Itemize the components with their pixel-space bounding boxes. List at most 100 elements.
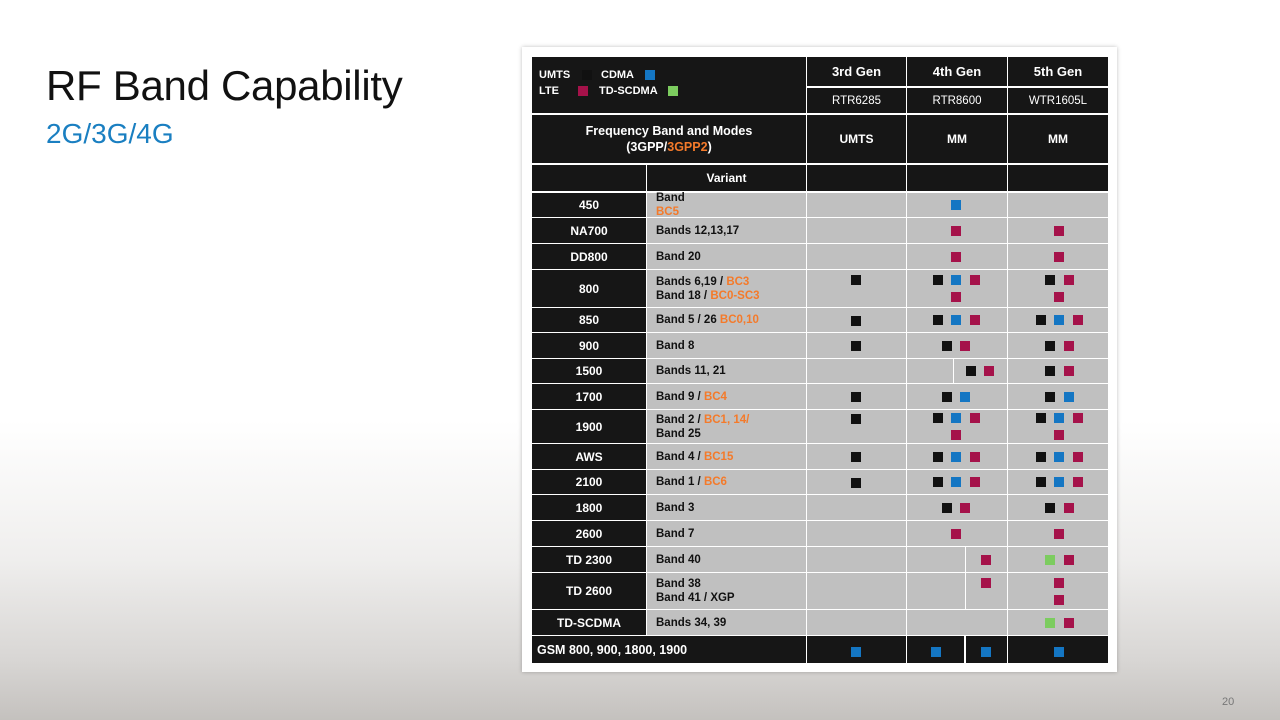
slide-title: RF Band Capability [46, 62, 403, 109]
variant-cell: Band 1 / BC6 [647, 470, 806, 494]
variant-cell: Band 2 / BC1, 14/Band 25 [647, 410, 806, 443]
frequency-band-header: Frequency Band and Modes (3GPP/3GPP2) [532, 115, 806, 163]
variant-text: Band 9 / [656, 390, 704, 403]
variant-3gpp2-band: BC6 [703, 476, 727, 488]
band-label: 900 [532, 333, 646, 358]
frequency-band-standards: (3GPP/3GPP2) [626, 139, 711, 155]
standard-3gpp2: 3GPP2 [667, 140, 708, 154]
capability-cell-4gen [907, 573, 1007, 609]
umts-marker [1036, 315, 1046, 325]
variant-column-header: Variant [647, 165, 806, 191]
band-label: 2100 [532, 470, 646, 494]
variant-text: Band 38 [656, 578, 701, 590]
band-label: AWS [532, 444, 646, 469]
capability-cell-5gen [1008, 193, 1108, 217]
band-label: 1500 [532, 359, 646, 383]
variant-cell: Band BC5 [647, 192, 806, 219]
variant-text: Band 40 [656, 553, 701, 566]
umts-marker [851, 316, 861, 326]
cdma-marker [851, 647, 861, 657]
part-number-3: WTR1605L [1008, 88, 1108, 113]
variant-text: Band 2 / [656, 413, 704, 426]
lte-marker [970, 477, 980, 487]
cdma-marker [1054, 477, 1064, 487]
generation-header-4: 4th Gen [907, 57, 1007, 86]
part-number-2: RTR8600 [907, 88, 1007, 113]
legend-label-umts: UMTS [539, 69, 571, 81]
variant-cell: Band 7 [647, 521, 806, 546]
legend-swatch-umts [582, 70, 592, 80]
variant-3gpp2-band: BC0,10 [719, 314, 759, 326]
cdma-marker [1054, 315, 1064, 325]
capability-cell-4gen [907, 333, 1007, 358]
variant-text: Band 25 [656, 427, 701, 440]
slide-subtitle: 2G/3G/4G [46, 118, 174, 149]
legend-label-td-scdma: TD-SCDMA [599, 85, 658, 97]
variant-cell: Band 5 / 26 BC0,10 [647, 308, 806, 332]
capability-cell-4gen [907, 610, 1007, 635]
umts-marker [933, 452, 943, 462]
umts-marker [851, 392, 861, 402]
variant-3gpp2-band: BC3 [726, 275, 750, 288]
cdma-marker [1064, 392, 1074, 402]
variant-text: Bands 11, 21 [656, 365, 726, 377]
variant-3gpp2-band: BC5 [656, 206, 680, 218]
variant-line: BC5 [656, 205, 679, 219]
band-label: 1900 [532, 410, 646, 443]
variant-cell: Bands 11, 21 [647, 359, 806, 383]
cdma-marker [1054, 647, 1064, 657]
variant-line: Band 1 / BC6 [656, 475, 727, 489]
umts-marker [942, 503, 952, 513]
variant-3gpp2-band: BC0-SC3 [710, 289, 760, 302]
gsm-row-label: GSM 800, 900, 1800, 1900 [532, 636, 806, 663]
capability-cell-3gen [807, 610, 906, 635]
band-label: TD-SCDMA [532, 610, 646, 635]
lte-marker [970, 413, 980, 423]
lte-marker [1073, 477, 1083, 487]
variant-line: Bands 11, 21 [656, 364, 726, 378]
lte-marker [1073, 413, 1083, 423]
lte-marker [1054, 430, 1064, 440]
band-label: DD800 [532, 244, 646, 269]
variant-line: Bands 12,13,17 [656, 224, 739, 238]
lte-marker [1073, 452, 1083, 462]
divider-4thgen-td [965, 547, 966, 609]
variant-line: Band 5 / 26 BC0,10 [656, 313, 759, 327]
band-label: 800 [532, 270, 646, 307]
umts-marker [1036, 413, 1046, 423]
variant-cell: Band 8 [647, 333, 806, 358]
lte-marker [1064, 503, 1074, 513]
capability-cell-4gen [907, 547, 1007, 572]
variant-cell: Band 40 [647, 547, 806, 572]
cdma-marker [951, 200, 961, 210]
cdma-marker [951, 275, 961, 285]
lte-marker [970, 275, 980, 285]
variant-line: Band 41 / XGP [656, 591, 735, 605]
cdma-marker [951, 452, 961, 462]
lte-marker [1054, 529, 1064, 539]
umts-marker [933, 275, 943, 285]
cdma-marker [931, 647, 941, 657]
lte-marker [951, 226, 961, 236]
band-label: 850 [532, 308, 646, 332]
umts-marker [1045, 366, 1055, 376]
capability-cell-4gen [907, 495, 1007, 520]
capability-cell-4gen [907, 384, 1007, 409]
variant-text: Band [656, 192, 685, 204]
legend-label-cdma: CDMA [601, 69, 634, 81]
td-scdma-marker [1045, 555, 1055, 565]
umts-marker [933, 315, 943, 325]
capability-cell-5gen [1008, 610, 1108, 635]
legend-cell [532, 57, 806, 113]
capability-cell-3gen [807, 244, 906, 269]
band-label: 2600 [532, 521, 646, 546]
capability-cell-5gen [1008, 359, 1108, 383]
umts-marker [1045, 275, 1055, 285]
capability-cell-3gen [807, 495, 906, 520]
variant-text: Band 4 / [656, 450, 704, 463]
variant-text: Band 8 [656, 339, 695, 352]
lte-marker [1064, 555, 1074, 565]
capability-cell-5gen [1008, 547, 1108, 572]
legend-swatch-lte [578, 86, 588, 96]
umts-marker [942, 341, 952, 351]
